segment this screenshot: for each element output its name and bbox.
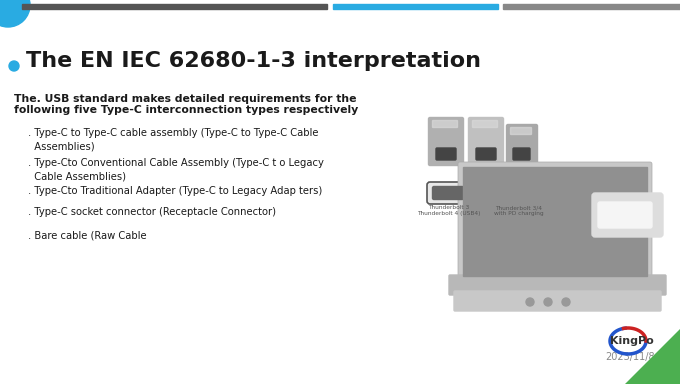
FancyBboxPatch shape [427, 182, 471, 204]
Polygon shape [625, 329, 680, 384]
Bar [463, 167, 647, 276]
Text: KingPo: KingPo [610, 336, 654, 346]
Text: with PD charging: with PD charging [494, 211, 544, 216]
FancyBboxPatch shape [507, 124, 537, 166]
FancyBboxPatch shape [598, 202, 652, 228]
Text: Thunderbolt 3/4: Thunderbolt 3/4 [496, 205, 543, 210]
Text: Thunderbolt 3: Thunderbolt 3 [428, 205, 470, 210]
Circle shape [0, 0, 30, 27]
Text: . Bare cable (Raw Cable: . Bare cable (Raw Cable [28, 231, 147, 241]
Bar [503, 4, 680, 9]
Circle shape [526, 298, 534, 306]
FancyBboxPatch shape [454, 291, 661, 311]
FancyBboxPatch shape [436, 148, 456, 160]
Text: Thunderbolt 4 (USB4): Thunderbolt 4 (USB4) [418, 211, 481, 216]
FancyBboxPatch shape [513, 148, 530, 160]
Circle shape [544, 298, 552, 306]
FancyBboxPatch shape [432, 187, 464, 200]
FancyBboxPatch shape [476, 148, 496, 160]
FancyBboxPatch shape [458, 162, 652, 281]
FancyBboxPatch shape [449, 275, 666, 295]
Text: . Type-Cto Traditional Adapter (Type-C to Legacy Adap ters): . Type-Cto Traditional Adapter (Type-C t… [28, 186, 322, 196]
Text: . Type-C socket connector (Receptacle Connector): . Type-C socket connector (Receptacle Co… [28, 207, 276, 217]
FancyBboxPatch shape [469, 118, 503, 166]
FancyBboxPatch shape [503, 187, 534, 200]
FancyBboxPatch shape [428, 118, 464, 166]
FancyBboxPatch shape [511, 127, 532, 134]
Text: 2023/11/8: 2023/11/8 [605, 352, 655, 362]
Text: The. USB standard makes detailed requirements for the: The. USB standard makes detailed require… [14, 94, 356, 104]
FancyBboxPatch shape [473, 121, 498, 127]
Text: . Type-C to Type-C cable assembly (Type-C to Type-C Cable
  Assemblies): . Type-C to Type-C cable assembly (Type-… [28, 128, 318, 151]
Bar [22, 4, 327, 9]
Text: The EN IEC 62680-1-3 interpretation: The EN IEC 62680-1-3 interpretation [26, 51, 481, 71]
Text: following five Type-C interconnection types respectively: following five Type-C interconnection ty… [14, 105, 358, 115]
Circle shape [9, 61, 19, 71]
FancyBboxPatch shape [497, 182, 541, 204]
Text: . Type-Cto Conventional Cable Assembly (Type-C t o Legacy
  Cable Assemblies): . Type-Cto Conventional Cable Assembly (… [28, 158, 324, 181]
Bar [333, 4, 498, 9]
FancyBboxPatch shape [592, 193, 663, 237]
Circle shape [562, 298, 570, 306]
FancyBboxPatch shape [432, 121, 458, 127]
